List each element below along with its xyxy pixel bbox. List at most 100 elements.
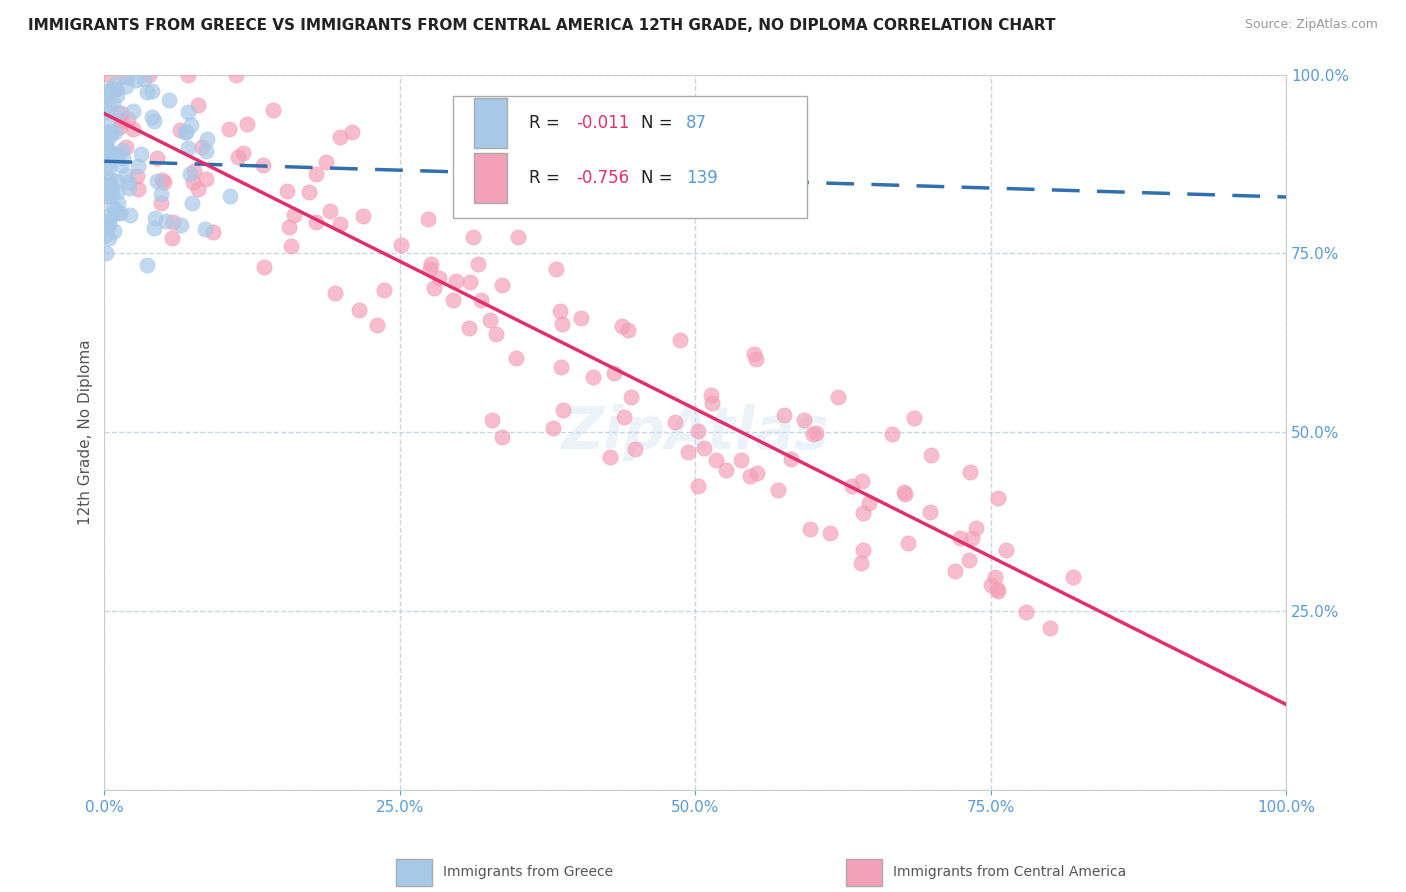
Point <box>104 174 127 188</box>
Point <box>664 415 686 429</box>
Point <box>277 220 299 235</box>
Point <box>138 68 160 82</box>
Point <box>112 151 135 165</box>
Point <box>100 179 122 194</box>
Point <box>98 145 121 159</box>
Point <box>145 151 167 165</box>
Point <box>162 215 184 229</box>
Point <box>419 257 441 271</box>
Point <box>692 441 714 455</box>
Point <box>544 262 567 277</box>
Point <box>183 175 205 189</box>
Point <box>283 208 305 222</box>
Point <box>202 225 225 239</box>
Point <box>851 474 873 488</box>
Point <box>444 274 467 288</box>
Point <box>226 150 249 164</box>
Point <box>97 219 120 234</box>
Point <box>94 145 117 159</box>
Point <box>801 426 824 441</box>
Point <box>143 220 166 235</box>
Point <box>160 231 183 245</box>
Point <box>183 164 205 178</box>
Point <box>603 366 626 380</box>
Point <box>599 450 621 465</box>
Point <box>127 182 149 196</box>
Point <box>110 158 132 172</box>
Point <box>325 286 347 301</box>
Point <box>180 118 202 132</box>
Point <box>920 505 942 519</box>
Point <box>146 174 169 188</box>
Point <box>419 261 441 276</box>
Point <box>485 326 508 341</box>
Point <box>620 390 643 404</box>
Point <box>98 171 121 186</box>
Point <box>676 445 699 459</box>
Point <box>957 553 980 567</box>
Point <box>141 110 163 124</box>
Point <box>548 303 571 318</box>
Point <box>897 536 920 550</box>
Point <box>94 140 117 154</box>
Point <box>730 453 752 467</box>
Point <box>97 217 120 231</box>
Point <box>457 321 479 335</box>
Point <box>122 122 145 136</box>
Point <box>984 570 1007 584</box>
Point <box>101 186 124 200</box>
Text: -0.756: -0.756 <box>576 169 628 187</box>
Point <box>882 427 904 442</box>
FancyBboxPatch shape <box>453 96 807 218</box>
Point <box>96 143 118 157</box>
Point <box>149 196 172 211</box>
Point <box>849 556 872 570</box>
Y-axis label: 12th Grade, No Diploma: 12th Grade, No Diploma <box>79 339 93 525</box>
Point <box>110 120 132 135</box>
Point <box>943 565 966 579</box>
Point <box>686 479 709 493</box>
Point <box>219 189 242 203</box>
Point <box>117 70 139 84</box>
Point <box>142 114 165 128</box>
Point <box>418 211 440 226</box>
Point <box>700 387 723 401</box>
Point <box>986 582 1008 597</box>
Point <box>98 187 121 202</box>
Text: Immigrants from Greece: Immigrants from Greece <box>443 865 613 880</box>
Point <box>114 168 136 182</box>
Point <box>195 145 218 159</box>
Point <box>491 278 513 293</box>
Text: IMMIGRANTS FROM GREECE VS IMMIGRANTS FROM CENTRAL AMERICA 12TH GRADE, NO DIPLOMA: IMMIGRANTS FROM GREECE VS IMMIGRANTS FRO… <box>28 18 1056 33</box>
Point <box>340 125 363 139</box>
Point <box>852 507 875 521</box>
Point <box>100 145 122 160</box>
Point <box>110 106 132 120</box>
Point <box>98 128 121 143</box>
Point <box>742 347 765 361</box>
Point <box>349 302 371 317</box>
Point <box>100 124 122 138</box>
Point <box>298 185 321 199</box>
Point <box>104 125 127 139</box>
Point <box>551 317 574 331</box>
Point <box>467 257 489 271</box>
Point <box>108 206 131 220</box>
Point <box>470 293 492 308</box>
Point <box>94 245 117 260</box>
Point <box>97 68 120 82</box>
Point <box>253 260 276 274</box>
Point <box>174 125 197 139</box>
Point <box>112 68 135 82</box>
Point <box>150 187 173 202</box>
Point <box>94 186 117 201</box>
Point <box>94 136 117 151</box>
Point <box>177 68 200 82</box>
Point <box>706 453 728 467</box>
Point <box>115 78 138 93</box>
Point <box>104 82 127 96</box>
Point <box>688 424 710 438</box>
Point <box>118 208 141 222</box>
Point <box>610 319 633 334</box>
Point <box>107 147 129 161</box>
